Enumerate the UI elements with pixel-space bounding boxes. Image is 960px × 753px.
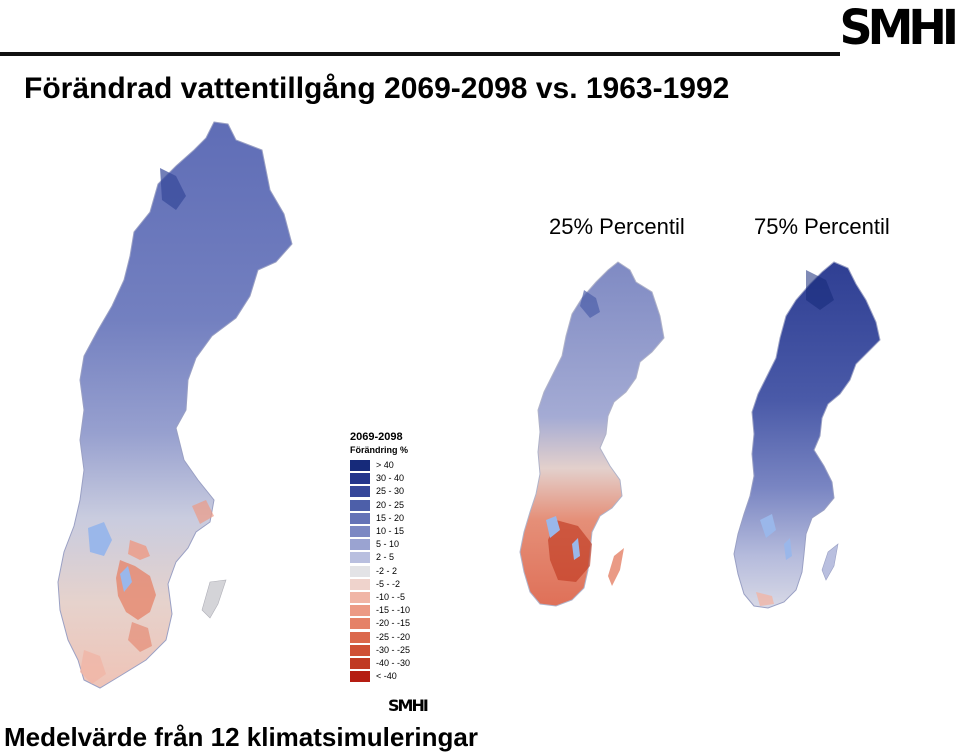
legend-swatch xyxy=(350,591,370,603)
legend-swatch xyxy=(350,499,370,511)
legend-swatch xyxy=(350,671,370,683)
legend-item: 15 - 20 xyxy=(350,512,460,525)
color-legend: 2069-2098 Förändring % > 40 30 - 40 25 - 3… xyxy=(350,430,460,683)
legend-swatch xyxy=(350,486,370,498)
legend-item: -15 - -10 xyxy=(350,604,460,617)
legend-swatch xyxy=(350,539,370,551)
smhi-logo: SMHI xyxy=(839,0,959,56)
footer-caption: Medelvärde från 12 klimatsimuleringar xyxy=(4,722,478,752)
legend-item: 30 - 40 xyxy=(350,472,460,485)
legend-label: -15 - -10 xyxy=(376,605,411,616)
map-percentile-75 xyxy=(733,261,881,609)
header-rule xyxy=(0,52,840,56)
legend-swatch xyxy=(350,578,370,590)
legend-item: > 40 xyxy=(350,459,460,472)
legend-label: -10 - -5 xyxy=(376,591,406,602)
legend-label: < -40 xyxy=(376,671,397,682)
legend-swatch xyxy=(350,460,370,472)
legend-rows: > 40 30 - 40 25 - 30 20 - 25 15 - 20 10 - 15 5… xyxy=(350,459,460,683)
legend-item: 20 - 25 xyxy=(350,499,460,512)
legend-swatch xyxy=(350,618,370,630)
legend-label: 30 - 40 xyxy=(376,473,405,484)
legend-label: -2 - 2 xyxy=(376,565,398,576)
legend-label: > 40 xyxy=(376,460,394,471)
legend-smhi-logo: SMHI xyxy=(388,696,429,715)
legend-item: -25 - -20 xyxy=(350,630,460,643)
legend-item: 10 - 15 xyxy=(350,525,460,538)
legend-swatch xyxy=(350,512,370,524)
legend-swatch xyxy=(350,565,370,577)
legend-swatch xyxy=(350,605,370,617)
map-mean xyxy=(57,121,293,689)
legend-swatch xyxy=(350,631,370,643)
map-percentile-25 xyxy=(519,261,665,607)
legend-item: -5 - -2 xyxy=(350,578,460,591)
legend-item: -30 - -25 xyxy=(350,644,460,657)
legend-label: 5 - 10 xyxy=(376,539,400,550)
legend-label: -5 - -2 xyxy=(376,578,401,589)
legend-subtitle: Förändring % xyxy=(350,445,408,455)
legend-label: -40 - -30 xyxy=(376,657,411,668)
legend-item: -20 - -15 xyxy=(350,617,460,630)
legend-label: 15 - 20 xyxy=(376,512,405,523)
percentile-25-label: 25% Percentil xyxy=(549,214,685,239)
legend-swatch xyxy=(350,473,370,485)
legend-label: 25 - 30 xyxy=(376,486,405,497)
legend-item: -2 - 2 xyxy=(350,565,460,578)
legend-label: -20 - -15 xyxy=(376,618,411,629)
percentile-75-label: 75% Percentil xyxy=(754,214,890,239)
legend-label: 10 - 15 xyxy=(376,526,405,537)
legend-item: 2 - 5 xyxy=(350,551,460,564)
legend-label: -30 - -25 xyxy=(376,644,411,655)
legend-label: 20 - 25 xyxy=(376,499,405,510)
page-title: Förändrad vattentillgång 2069-2098 vs. 1… xyxy=(24,72,730,105)
legend-swatch xyxy=(350,644,370,656)
legend-title: 2069-2098 xyxy=(350,431,403,443)
legend-label: -25 - -20 xyxy=(376,631,411,642)
legend-swatch xyxy=(350,526,370,538)
legend-label: 2 - 5 xyxy=(376,552,395,563)
legend-swatch xyxy=(350,552,370,564)
legend-item: < -40 xyxy=(350,670,460,683)
legend-item: -10 - -5 xyxy=(350,591,460,604)
legend-item: -40 - -30 xyxy=(350,657,460,670)
legend-swatch xyxy=(350,657,370,669)
legend-item: 25 - 30 xyxy=(350,485,460,498)
legend-item: 5 - 10 xyxy=(350,538,460,551)
